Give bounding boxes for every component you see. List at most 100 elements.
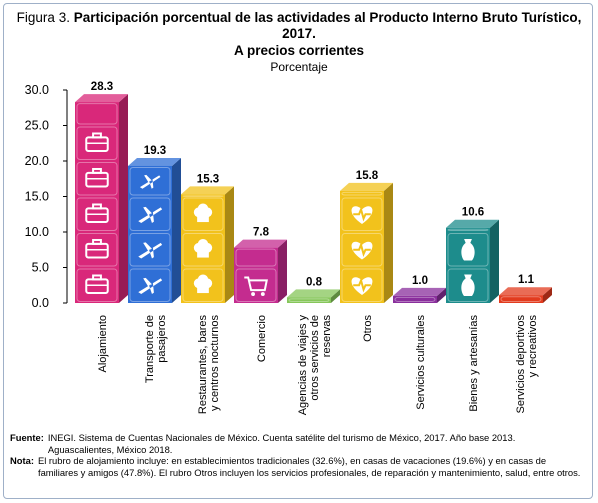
bar-tile	[235, 268, 277, 302]
figure-prefix: Figura 3.	[16, 10, 70, 25]
category-label: Bienes y artesanías	[468, 315, 480, 412]
bar-top	[340, 182, 393, 191]
y-tick-label: 5.0	[32, 261, 49, 275]
vase-icon	[461, 239, 475, 261]
bar-tile	[129, 233, 171, 267]
bar-side	[172, 157, 181, 303]
note-label: Nota:	[10, 455, 34, 466]
bar-front	[499, 295, 543, 303]
figure-title: Figura 3. Participación porcentual de la…	[0, 10, 598, 42]
note-text: El rubro de alojamiento incluye: en esta…	[37, 455, 581, 478]
airplane-icon	[138, 277, 163, 295]
shopping-cart-icon	[244, 276, 268, 296]
bar-top	[393, 287, 446, 296]
vase-icon	[461, 274, 475, 296]
heart-pulse-icon	[351, 206, 373, 225]
data-label: 1.0	[412, 275, 428, 287]
category-label: Otros	[362, 315, 374, 342]
category-label: Servicios deportivosy recreativos	[515, 315, 539, 414]
bar-tile	[182, 195, 224, 197]
source-label: Fuente:	[10, 432, 44, 443]
bar-tile	[447, 268, 489, 302]
bar-side	[119, 94, 128, 303]
y-tick-label: 25.0	[25, 119, 49, 133]
category-label: Restaurantes, baresy centros nocturnos	[197, 315, 221, 415]
data-label: 10.6	[462, 207, 484, 219]
bar-tile	[341, 233, 383, 267]
bar	[287, 289, 340, 303]
bar	[393, 287, 446, 303]
bar-front	[234, 247, 278, 303]
bar	[128, 157, 181, 303]
bar-top	[128, 157, 181, 166]
airplane-icon	[138, 206, 163, 224]
chef-hat-icon	[193, 274, 213, 294]
bar-tile	[394, 296, 436, 302]
bar-tile	[341, 268, 383, 302]
airplane-icon	[138, 242, 163, 259]
category-label: Servicios culturales	[415, 315, 427, 410]
suitcase-icon	[85, 203, 109, 224]
airplane-icon	[139, 174, 161, 189]
bar-top	[234, 239, 287, 248]
bar-tile	[129, 197, 171, 231]
data-label: 7.8	[253, 227, 270, 239]
bar-tile	[500, 296, 542, 303]
unit-label: Porcentaje	[270, 60, 328, 74]
notes-block: Fuente: INEGI. Sistema de Cuentas Nacion…	[10, 432, 582, 478]
bar-tile	[76, 103, 118, 125]
bar-tile	[76, 126, 118, 160]
bar	[181, 186, 234, 303]
bar-side	[384, 182, 393, 303]
source-text: INEGI. Sistema de Cuentas Nacionales de …	[47, 432, 516, 455]
bar-side	[225, 186, 234, 303]
bar-top	[499, 287, 552, 296]
bar-tile	[341, 191, 383, 196]
bar-side	[278, 239, 287, 303]
bar-tile	[76, 268, 118, 302]
bar-tile	[341, 197, 383, 231]
bar-side	[543, 287, 552, 303]
category-label: Agencias de viajes yotros servicios dere…	[297, 315, 333, 416]
bar-tile	[447, 228, 489, 232]
data-label: 15.8	[356, 170, 379, 182]
data-label: 0.8	[306, 276, 323, 288]
y-tick-label: 20.0	[25, 154, 49, 168]
suitcase-icon	[85, 238, 109, 259]
bar-top	[287, 289, 340, 298]
category-label: Comercio	[256, 315, 268, 362]
data-label: 28.3	[91, 81, 113, 93]
figure-title-text: Participación porcentual de las activida…	[73, 10, 582, 41]
bar	[75, 94, 128, 303]
bar-tile	[129, 166, 171, 196]
bar-front	[393, 295, 437, 303]
suitcase-icon	[85, 167, 109, 188]
bar-tile	[235, 248, 277, 267]
bar-front	[287, 297, 331, 303]
category-label: Alojamiento	[97, 315, 109, 372]
bar	[340, 182, 393, 303]
bar	[234, 239, 287, 303]
heart-pulse-icon	[351, 277, 373, 296]
bar-tile	[288, 298, 330, 303]
bar-tile	[182, 268, 224, 302]
note-row: Nota: El rubro de alojamiento incluye: e…	[10, 455, 582, 478]
y-tick-label: 0.0	[32, 296, 49, 310]
bar	[499, 287, 552, 303]
heart-pulse-icon	[351, 241, 373, 260]
bar	[446, 219, 499, 303]
y-tick-label: 15.0	[25, 190, 49, 204]
bar-tile	[182, 233, 224, 267]
bar-front	[128, 165, 172, 303]
data-label: 1.1	[518, 274, 535, 286]
bar-tile	[129, 268, 171, 302]
bar-side	[490, 219, 499, 303]
bar-tile	[76, 162, 118, 196]
bar-side	[331, 289, 340, 303]
bar-side	[437, 287, 446, 303]
bar-top	[446, 219, 499, 228]
bar-top	[181, 186, 234, 195]
data-label: 15.3	[197, 173, 219, 185]
bar-tile	[182, 197, 224, 231]
source-row: Fuente: INEGI. Sistema de Cuentas Nacion…	[10, 432, 582, 455]
